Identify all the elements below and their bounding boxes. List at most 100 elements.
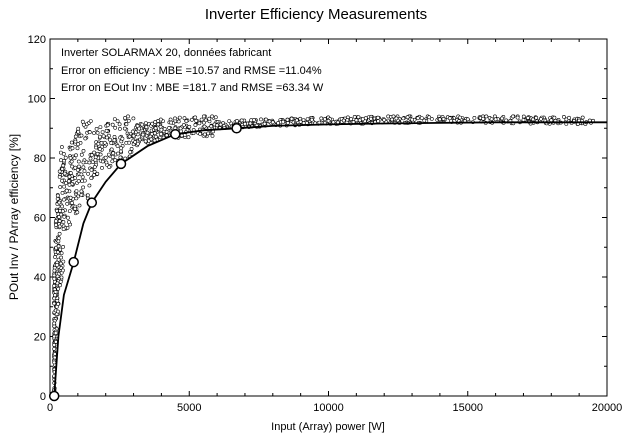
measured-point (112, 134, 117, 139)
measured-point (120, 136, 125, 141)
measured-point (405, 115, 410, 120)
measured-point (159, 127, 164, 132)
measured-point (60, 167, 65, 171)
measured-point (534, 115, 539, 120)
measured-point (137, 126, 142, 131)
measured-point (249, 118, 254, 123)
measured-point (248, 121, 253, 126)
measured-point (281, 119, 286, 124)
measured-point (95, 130, 100, 135)
measured-point (52, 301, 57, 306)
measured-point (305, 117, 310, 122)
measured-point (227, 119, 232, 124)
measured-point (62, 214, 67, 219)
measured-point (356, 115, 361, 120)
measured-point (567, 115, 571, 120)
y-tick-label: 100 (28, 94, 46, 106)
measured-point (124, 122, 129, 127)
measured-point (59, 255, 64, 260)
measured-point (99, 140, 104, 145)
measured-point (376, 119, 381, 124)
measured-point (60, 209, 65, 214)
measured-point (53, 331, 58, 336)
measured-point (264, 117, 268, 122)
measured-point (76, 142, 81, 147)
measured-point (60, 145, 64, 149)
measured-point (81, 185, 86, 190)
measured-point (89, 167, 94, 172)
measured-point (52, 283, 57, 288)
measured-point (70, 176, 75, 181)
measured-point (58, 247, 63, 252)
measured-point (472, 116, 477, 120)
measured-point (119, 146, 124, 151)
measured-point (108, 137, 112, 142)
measured-point (531, 117, 535, 122)
measured-point (69, 140, 74, 145)
measured-point (59, 275, 64, 280)
measured-point (87, 130, 92, 135)
measured-point (100, 130, 105, 135)
measured-point (242, 121, 247, 126)
measured-point (52, 334, 57, 339)
measured-point (98, 152, 103, 157)
measured-point (55, 208, 59, 213)
measured-point (56, 244, 61, 249)
measured-point (201, 114, 206, 119)
curve-line (53, 121, 607, 397)
x-tick-label: 5000 (177, 402, 201, 414)
measured-point (167, 126, 172, 130)
measured-point (124, 140, 129, 145)
measured-point (218, 122, 223, 127)
measured-point (58, 261, 63, 266)
y-tick-label: 40 (34, 272, 46, 284)
measured-point (169, 120, 174, 125)
measured-point (70, 146, 75, 151)
measured-point (481, 116, 486, 121)
measured-point (93, 158, 98, 163)
measured-point (92, 131, 96, 135)
measured-point (75, 210, 80, 215)
measured-point (66, 215, 70, 220)
measured-point (159, 132, 164, 136)
measured-point (73, 139, 78, 144)
measured-point (52, 268, 57, 273)
measured-point (95, 171, 100, 176)
measured-point (98, 147, 103, 152)
measured-point (207, 116, 212, 121)
measured-point (131, 116, 136, 121)
measured-point (202, 124, 207, 129)
measured-point (73, 206, 78, 211)
measured-point (58, 283, 62, 288)
measured-point (73, 165, 78, 170)
measured-point (92, 165, 97, 169)
measured-point (422, 118, 427, 123)
measured-point (197, 121, 202, 126)
measured-point (401, 116, 406, 121)
measured-point (79, 192, 84, 197)
measured-point (580, 115, 585, 120)
measured-point (391, 114, 396, 119)
measured-point (53, 293, 57, 298)
measured-point (62, 197, 66, 202)
measured-point (140, 122, 145, 127)
measured-point (52, 273, 57, 278)
measured-point (54, 339, 58, 344)
measured-point (382, 118, 387, 122)
measured-point (112, 138, 117, 143)
measured-point (110, 122, 115, 127)
measured-point (145, 130, 150, 135)
measured-point (427, 115, 432, 120)
measured-point (176, 119, 181, 124)
measured-point (54, 219, 59, 223)
measured-point (267, 119, 272, 124)
measured-point (67, 179, 71, 184)
measured-point (107, 165, 112, 170)
x-tick-label: 10000 (313, 402, 344, 414)
measured-point (394, 116, 399, 121)
measured-point (262, 121, 267, 126)
measured-point (109, 141, 114, 146)
measured-point (104, 160, 109, 165)
measured-point (447, 116, 452, 121)
measured-point (81, 160, 86, 165)
